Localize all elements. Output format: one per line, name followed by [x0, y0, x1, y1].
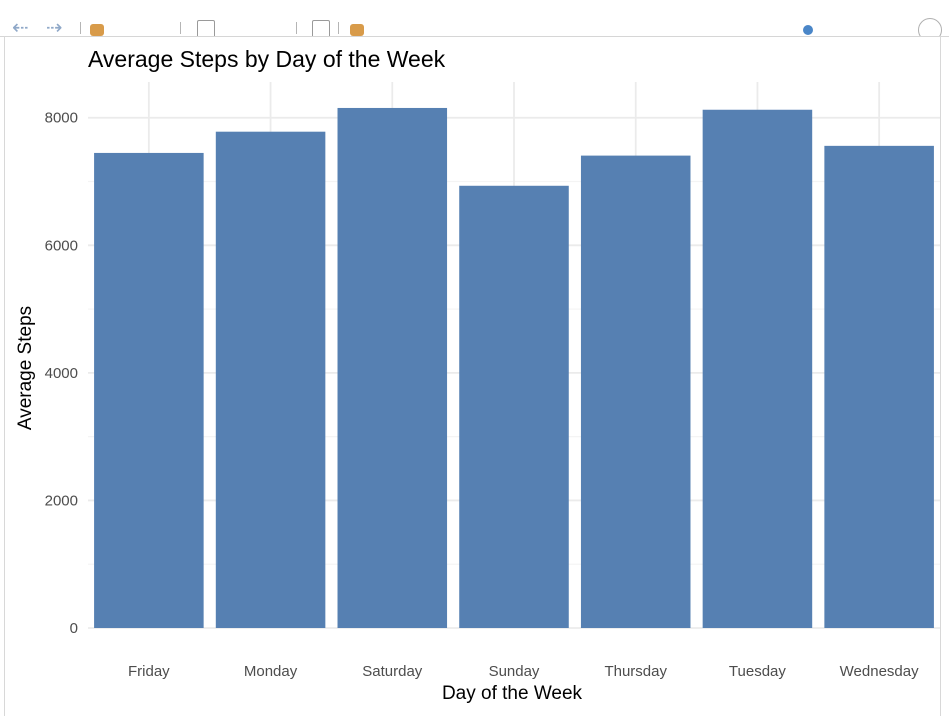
edit-icon[interactable] [90, 24, 104, 36]
plot-panel: 0 2000 4000 6000 8000 Friday Monday Saturday Su… [0, 36, 949, 716]
bar-wednesday [824, 145, 934, 629]
toolbar-separator [338, 22, 339, 34]
bar-saturday [337, 107, 448, 628]
toolbar-separator [180, 22, 181, 34]
toolbar-separator [296, 22, 297, 34]
bar-chart: 0 2000 4000 6000 8000 Friday Monday Saturday Su… [15, 46, 940, 704]
page-icon[interactable] [312, 20, 330, 36]
x-tick-label: Saturday [362, 663, 423, 680]
y-tick-label: 2000 [45, 492, 78, 509]
pane-border-right [940, 36, 941, 716]
toolbar-separator [80, 22, 81, 34]
status-dot-icon [803, 25, 813, 35]
bar-thursday [580, 155, 691, 628]
refresh-icon[interactable] [918, 18, 942, 36]
chart-title: Average Steps by Day of the Week [88, 46, 446, 72]
x-tick-labels: Friday Monday Saturday Sunday Thursday Tuesda… [128, 663, 919, 680]
x-axis-label: Day of the Week [442, 683, 583, 704]
bar-sunday [459, 185, 569, 629]
back-arrow-icon[interactable]: ⇠ [12, 15, 29, 37]
y-tick-label: 8000 [45, 110, 78, 127]
bar-monday [215, 131, 326, 629]
y-tick-labels: 0 2000 4000 6000 8000 [45, 110, 78, 637]
bar-friday [94, 152, 204, 629]
bars [94, 107, 934, 629]
x-tick-label: Friday [128, 663, 170, 680]
checkbox-icon[interactable] [197, 20, 215, 36]
forward-arrow-icon[interactable]: ⇢ [46, 15, 63, 37]
brush-icon[interactable] [350, 24, 364, 36]
x-tick-label: Sunday [489, 663, 540, 680]
x-tick-label: Monday [244, 663, 298, 680]
x-tick-label: Thursday [604, 663, 667, 680]
y-axis-label: Average Steps [15, 306, 36, 430]
pane-border-left [4, 36, 5, 716]
x-tick-label: Wednesday [840, 663, 919, 680]
bar-tuesday [702, 109, 813, 628]
y-tick-label: 0 [70, 620, 78, 637]
y-tick-label: 4000 [45, 365, 78, 382]
x-tick-label: Tuesday [729, 663, 786, 680]
browser-toolbar: ⇠ ⇢ [0, 0, 949, 37]
y-tick-label: 6000 [45, 237, 78, 254]
